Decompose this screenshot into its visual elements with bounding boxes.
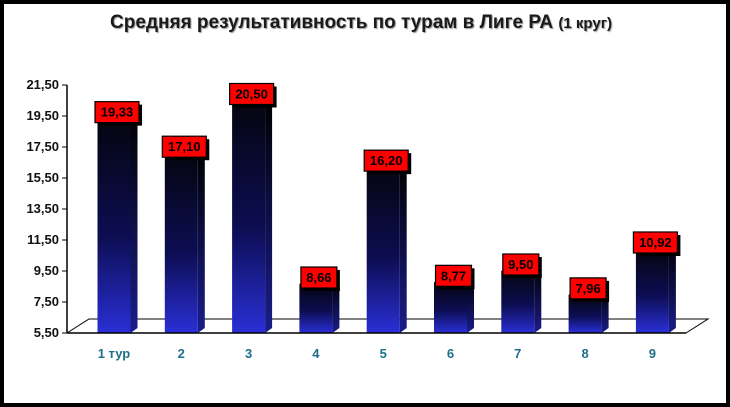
x-tick-label: 1 тур — [98, 346, 131, 361]
bar — [299, 284, 333, 333]
data-label-box — [569, 277, 607, 300]
bar-side — [534, 266, 542, 333]
data-label: 20,50 — [235, 87, 268, 102]
bar — [97, 118, 131, 333]
data-label: 17,10 — [168, 139, 201, 154]
bar — [434, 282, 467, 333]
bar — [232, 100, 266, 333]
x-tick-label: 9 — [649, 346, 656, 361]
data-label: 8,77 — [441, 268, 466, 283]
x-tick-label: 5 — [380, 346, 387, 361]
bar-side — [668, 243, 676, 333]
bar-side — [467, 277, 474, 333]
data-label-box — [632, 231, 679, 254]
data-label-box — [434, 264, 473, 287]
y-tick-label: 9,50 — [34, 263, 59, 278]
bar — [366, 167, 400, 333]
x-tick-label: 3 — [245, 346, 252, 361]
y-tick-label: 5,50 — [34, 325, 59, 340]
data-label-box — [161, 135, 207, 158]
bar-side — [197, 148, 205, 333]
y-tick-label: 7,50 — [34, 294, 59, 309]
bar — [635, 248, 669, 333]
y-tick-label: 13,50 — [26, 201, 59, 216]
data-label: 9,50 — [508, 257, 533, 272]
data-label: 19,33 — [101, 105, 134, 120]
data-label: 10,92 — [639, 235, 672, 250]
y-tick-label: 17,50 — [26, 139, 59, 154]
y-tick-label: 19,50 — [26, 108, 59, 123]
data-label-box — [300, 266, 338, 289]
data-label-box — [94, 101, 140, 124]
x-tick-label: 4 — [312, 346, 320, 361]
data-label: 7,96 — [575, 281, 600, 296]
x-tick-label: 7 — [514, 346, 521, 361]
y-tick-label: 15,50 — [26, 170, 59, 185]
chart-title-main: Средняя результативность по турам в Лиге… — [110, 12, 554, 33]
x-tick-label: 2 — [178, 346, 185, 361]
data-label: 16,20 — [370, 153, 403, 168]
bar-side — [130, 113, 138, 333]
chart-title-sub: (1 круг) — [558, 15, 612, 32]
data-label-box — [363, 149, 409, 172]
data-label-box — [229, 82, 275, 106]
data-label: 8,66 — [306, 270, 331, 285]
chart-title: Средняя результативность по турам в Лиге… — [0, 12, 722, 34]
bar-side — [332, 279, 340, 333]
y-tick-label: 11,50 — [27, 232, 59, 247]
bar-side — [265, 95, 273, 333]
data-label-box — [502, 253, 540, 276]
bar — [501, 271, 535, 333]
y-tick-label: 21,50 — [26, 77, 59, 92]
x-tick-label: 6 — [447, 346, 454, 361]
bar-side — [399, 162, 407, 333]
bar — [164, 153, 198, 333]
x-tick-label: 8 — [581, 346, 588, 361]
